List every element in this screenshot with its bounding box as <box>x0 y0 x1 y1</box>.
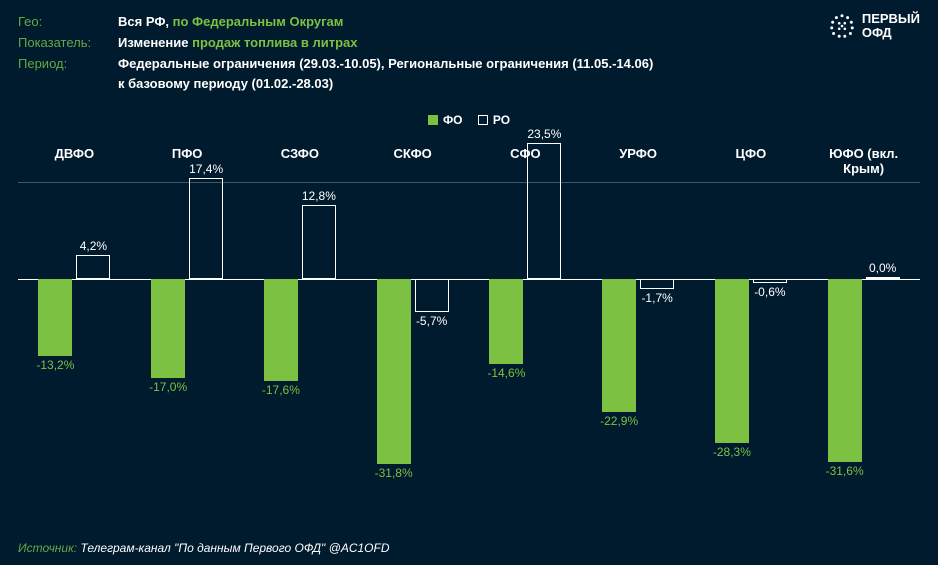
category-label: СЗФО <box>244 146 357 176</box>
period-label: Период: <box>18 54 118 96</box>
bar-group: -28,3% -0,6% <box>695 183 808 503</box>
category-label: ЦФО <box>695 146 808 176</box>
brand-logo: ПЕРВЫЙ ОФД <box>828 12 920 41</box>
period-line-2: к базовому периоду (01.02.-28.03) <box>118 74 653 95</box>
bar-fo <box>38 279 72 356</box>
category-label: СФО <box>469 146 582 176</box>
category-label: ЮФО (вкл. Крым) <box>807 146 920 176</box>
bar-fo <box>828 279 862 462</box>
legend-swatch-fo <box>428 115 438 125</box>
geo-label: Гео: <box>18 12 118 33</box>
bar-ro <box>302 205 336 279</box>
bar-group: -22,9% -1,7% <box>582 183 695 503</box>
bar-fo <box>489 279 523 364</box>
bar-label-ro: 12,8% <box>289 189 349 203</box>
category-label: СКФО <box>356 146 469 176</box>
category-labels-row: ДВФОПФОСЗФОСКФОСФОУРФОЦФОЮФО (вкл. Крым) <box>18 146 920 183</box>
period-line-1: Федеральные ограничения (29.03.-10.05), … <box>118 54 653 75</box>
bar-ro <box>76 255 110 279</box>
logo-text-1: ПЕРВЫЙ <box>862 12 920 26</box>
bar-ro <box>189 178 223 279</box>
bars-region: -13,2% 4,2% -17,0%17,4% -17,6% 12,8% -31,8% -5… <box>18 183 920 503</box>
bar-label-fo: -17,0% <box>138 380 198 394</box>
geo-value-1: Вся РФ, <box>118 14 173 29</box>
geo-value-2: по Федеральным Округам <box>173 14 344 29</box>
bar-label-fo: -17,6% <box>251 383 311 397</box>
source-label: Источник: <box>18 541 77 555</box>
category-label: ДВФО <box>18 146 131 176</box>
category-label: УРФО <box>582 146 695 176</box>
indicator-value-2: продаж топлива в литрах <box>192 35 357 50</box>
bar-label-fo: -28,3% <box>702 445 762 459</box>
bar-group: -14,6%23,5% <box>469 183 582 503</box>
bar-label-ro: 4,2% <box>63 239 123 253</box>
bar-label-ro: 0,0% <box>853 261 913 275</box>
indicator-value-1: Изменение <box>118 35 192 50</box>
bar-group: -17,6% 12,8% <box>244 183 357 503</box>
bar-ro <box>753 279 787 282</box>
bar-label-ro: 17,4% <box>176 162 236 176</box>
bar-ro <box>415 279 449 312</box>
logo-text-2: ОФД <box>862 26 920 40</box>
bar-label-ro: 23,5% <box>514 127 574 141</box>
bar-fo <box>377 279 411 463</box>
bar-label-fo: -14,6% <box>476 366 536 380</box>
bar-fo <box>151 279 185 378</box>
source-footer: Источник: Телеграм-канал "По данным Перв… <box>18 541 390 555</box>
bar-group: -17,0%17,4% <box>131 183 244 503</box>
legend-ro: РО <box>493 113 510 127</box>
indicator-label: Показатель: <box>18 33 118 54</box>
bar-fo <box>264 279 298 381</box>
bar-label-fo: -31,8% <box>364 466 424 480</box>
bar-label-ro: -1,7% <box>627 291 687 305</box>
chart-area: ДВФОПФОСЗФОСКФОСФОУРФОЦФОЮФО (вкл. Крым)… <box>18 146 920 506</box>
bar-label-ro: -0,6% <box>740 285 800 299</box>
legend-fo: ФО <box>443 113 463 127</box>
chart-legend: ФО РО <box>0 113 938 128</box>
bar-label-ro: -5,7% <box>402 314 462 328</box>
bar-ro <box>866 277 900 279</box>
header-block: Гео: Вся РФ, по Федеральным Округам Пока… <box>0 0 938 95</box>
bar-fo <box>715 279 749 443</box>
bar-label-fo: -22,9% <box>589 414 649 428</box>
bar-group: -13,2% 4,2% <box>18 183 131 503</box>
source-value: Телеграм-канал "По данным Первого ОФД" @… <box>80 541 389 555</box>
bar-group: -31,6% 0,0% <box>807 183 920 503</box>
bar-label-fo: -31,6% <box>815 464 875 478</box>
bar-ro <box>527 143 561 279</box>
bar-ro <box>640 279 674 289</box>
bar-group: -31,8% -5,7% <box>356 183 469 503</box>
legend-swatch-ro <box>478 115 488 125</box>
bar-label-fo: -13,2% <box>25 358 85 372</box>
logo-dots-icon <box>828 12 856 40</box>
